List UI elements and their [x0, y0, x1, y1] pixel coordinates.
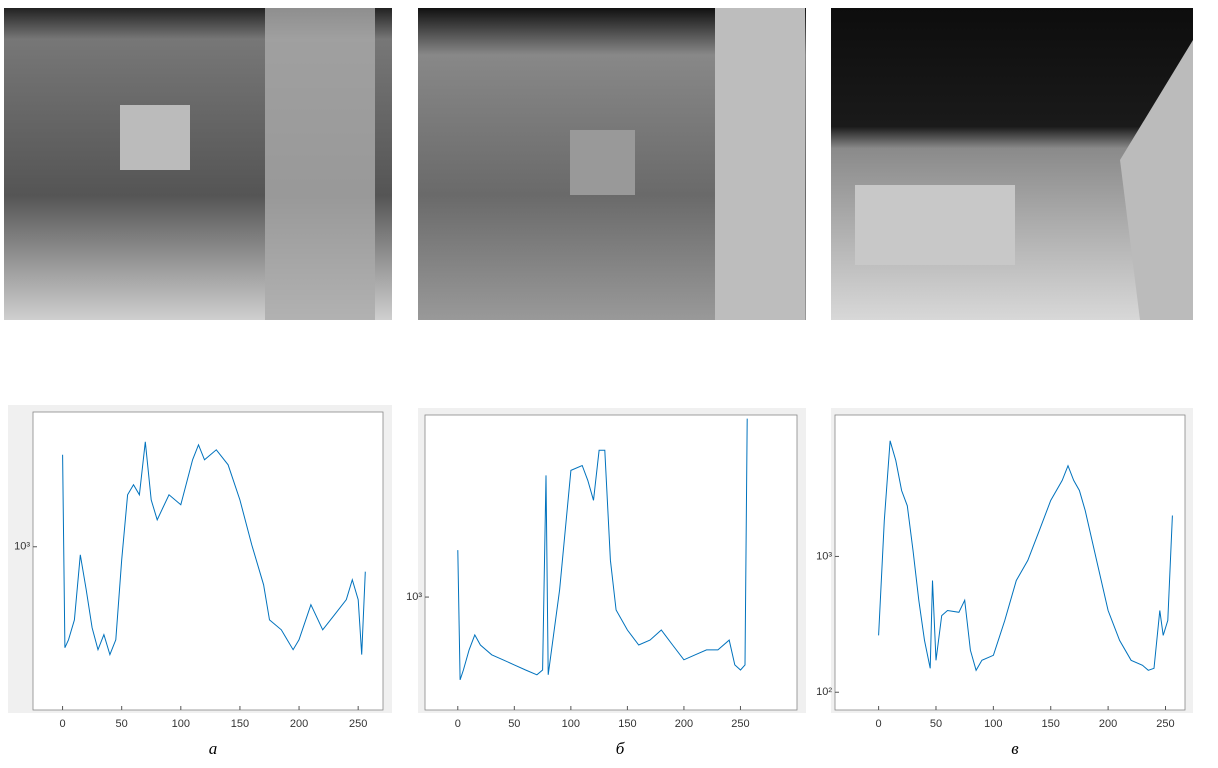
histogram-line — [878, 440, 1173, 672]
histogram-line — [62, 441, 366, 657]
x-tick-label: 250 — [731, 718, 749, 730]
caption: а — [209, 739, 218, 758]
x-tick-label: 0 — [876, 718, 882, 730]
building — [570, 130, 635, 195]
caption: б — [616, 739, 625, 758]
x-tick-label: 200 — [290, 718, 308, 730]
y-tick-label: 10³ — [14, 541, 30, 553]
thermal-images — [4, 8, 1193, 320]
building — [1120, 40, 1193, 320]
y-tick-label: 10³ — [816, 550, 832, 562]
x-tick-label: 50 — [930, 718, 942, 730]
histogram-line — [457, 418, 748, 681]
x-tick-label: 150 — [618, 718, 636, 730]
x-tick-label: 100 — [562, 718, 580, 730]
x-tick-label: 250 — [349, 718, 367, 730]
plot-area — [32, 411, 384, 711]
x-tick-label: 200 — [1099, 718, 1117, 730]
building — [855, 185, 1015, 265]
x-tick-label: 50 — [116, 718, 128, 730]
plot-area — [834, 414, 1186, 711]
y-tick-label: 10³ — [406, 591, 422, 603]
y-tick-label: 10² — [816, 686, 832, 698]
x-tick-label: 0 — [59, 718, 65, 730]
x-tick-label: 150 — [231, 718, 249, 730]
caption: в — [1011, 739, 1019, 758]
x-tick-label: 150 — [1042, 718, 1060, 730]
building — [265, 8, 375, 320]
x-tick-label: 250 — [1156, 718, 1174, 730]
x-tick-label: 0 — [455, 718, 461, 730]
x-tick-label: 100 — [172, 718, 190, 730]
x-tick-label: 100 — [984, 718, 1002, 730]
building — [120, 105, 190, 170]
building — [715, 8, 805, 320]
x-tick-label: 50 — [508, 718, 520, 730]
x-tick-label: 200 — [675, 718, 693, 730]
